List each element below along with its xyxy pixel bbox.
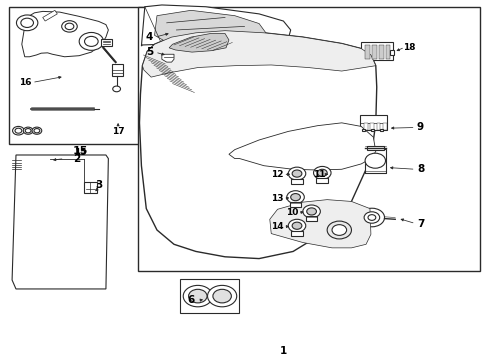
Circle shape — [302, 205, 320, 218]
Circle shape — [291, 170, 301, 177]
Bar — [366, 147, 383, 150]
Circle shape — [364, 212, 379, 223]
Bar — [362, 129, 365, 131]
Polygon shape — [269, 200, 370, 248]
Circle shape — [25, 129, 31, 133]
Bar — [290, 231, 302, 236]
Circle shape — [290, 194, 300, 201]
Polygon shape — [22, 12, 108, 57]
Bar — [382, 123, 386, 130]
Polygon shape — [154, 10, 266, 45]
Text: 1: 1 — [279, 346, 286, 356]
Text: 15: 15 — [74, 148, 87, 157]
Polygon shape — [142, 31, 375, 77]
Text: 11: 11 — [312, 170, 325, 179]
Bar — [9, 7, 152, 144]
Circle shape — [313, 166, 330, 179]
Bar — [376, 123, 380, 130]
Circle shape — [183, 285, 212, 307]
Bar — [378, 45, 383, 59]
Circle shape — [306, 208, 316, 215]
Bar — [101, 39, 112, 46]
Circle shape — [21, 18, 33, 27]
Bar — [316, 178, 327, 183]
Circle shape — [365, 153, 385, 168]
Text: 13: 13 — [271, 194, 283, 203]
Circle shape — [13, 126, 24, 135]
Circle shape — [17, 15, 38, 31]
Circle shape — [331, 225, 346, 235]
Circle shape — [23, 127, 33, 134]
Polygon shape — [139, 31, 376, 258]
Text: 6: 6 — [187, 296, 194, 305]
Text: 7: 7 — [416, 219, 423, 229]
Circle shape — [15, 128, 22, 133]
Bar — [371, 45, 376, 59]
Circle shape — [79, 32, 103, 50]
Text: 2: 2 — [73, 154, 80, 163]
Text: 18: 18 — [402, 42, 414, 51]
Text: 10: 10 — [285, 208, 298, 217]
Bar — [365, 149, 385, 173]
Circle shape — [359, 208, 384, 227]
Text: 5: 5 — [146, 47, 153, 57]
Circle shape — [61, 21, 77, 32]
Bar — [137, 7, 479, 271]
Polygon shape — [12, 155, 108, 289]
Circle shape — [32, 127, 41, 134]
Bar — [305, 216, 317, 221]
Bar — [389, 50, 393, 55]
Circle shape — [317, 169, 326, 176]
Text: 8: 8 — [416, 164, 423, 174]
Circle shape — [212, 289, 231, 303]
Polygon shape — [42, 10, 57, 21]
Text: 4: 4 — [146, 32, 153, 42]
Circle shape — [291, 222, 301, 229]
Circle shape — [287, 219, 305, 232]
Bar — [363, 123, 367, 130]
Text: 12: 12 — [271, 170, 283, 179]
Bar — [360, 115, 386, 130]
Bar — [361, 42, 392, 60]
Text: 14: 14 — [271, 222, 284, 231]
Bar — [370, 129, 373, 131]
Bar — [84, 182, 97, 193]
Circle shape — [113, 86, 120, 92]
Polygon shape — [169, 33, 228, 52]
Circle shape — [34, 129, 40, 133]
Circle shape — [65, 23, 74, 30]
Circle shape — [367, 215, 375, 220]
Text: 16: 16 — [20, 78, 32, 87]
Bar — [369, 123, 373, 130]
Bar — [365, 45, 369, 59]
Text: 3: 3 — [95, 180, 102, 190]
Circle shape — [188, 289, 206, 303]
Bar — [379, 129, 382, 131]
Text: 17: 17 — [112, 127, 124, 136]
Bar — [385, 45, 389, 59]
Bar — [180, 279, 238, 313]
Text: 15: 15 — [73, 147, 88, 157]
Circle shape — [326, 221, 351, 239]
Circle shape — [84, 36, 98, 46]
Circle shape — [286, 191, 304, 203]
Bar — [289, 202, 301, 207]
Circle shape — [207, 285, 236, 307]
Polygon shape — [162, 54, 174, 62]
Bar — [290, 179, 302, 184]
Circle shape — [287, 167, 305, 180]
Polygon shape — [141, 5, 290, 51]
Polygon shape — [228, 123, 375, 170]
Bar — [112, 64, 122, 76]
Text: 9: 9 — [416, 122, 423, 132]
